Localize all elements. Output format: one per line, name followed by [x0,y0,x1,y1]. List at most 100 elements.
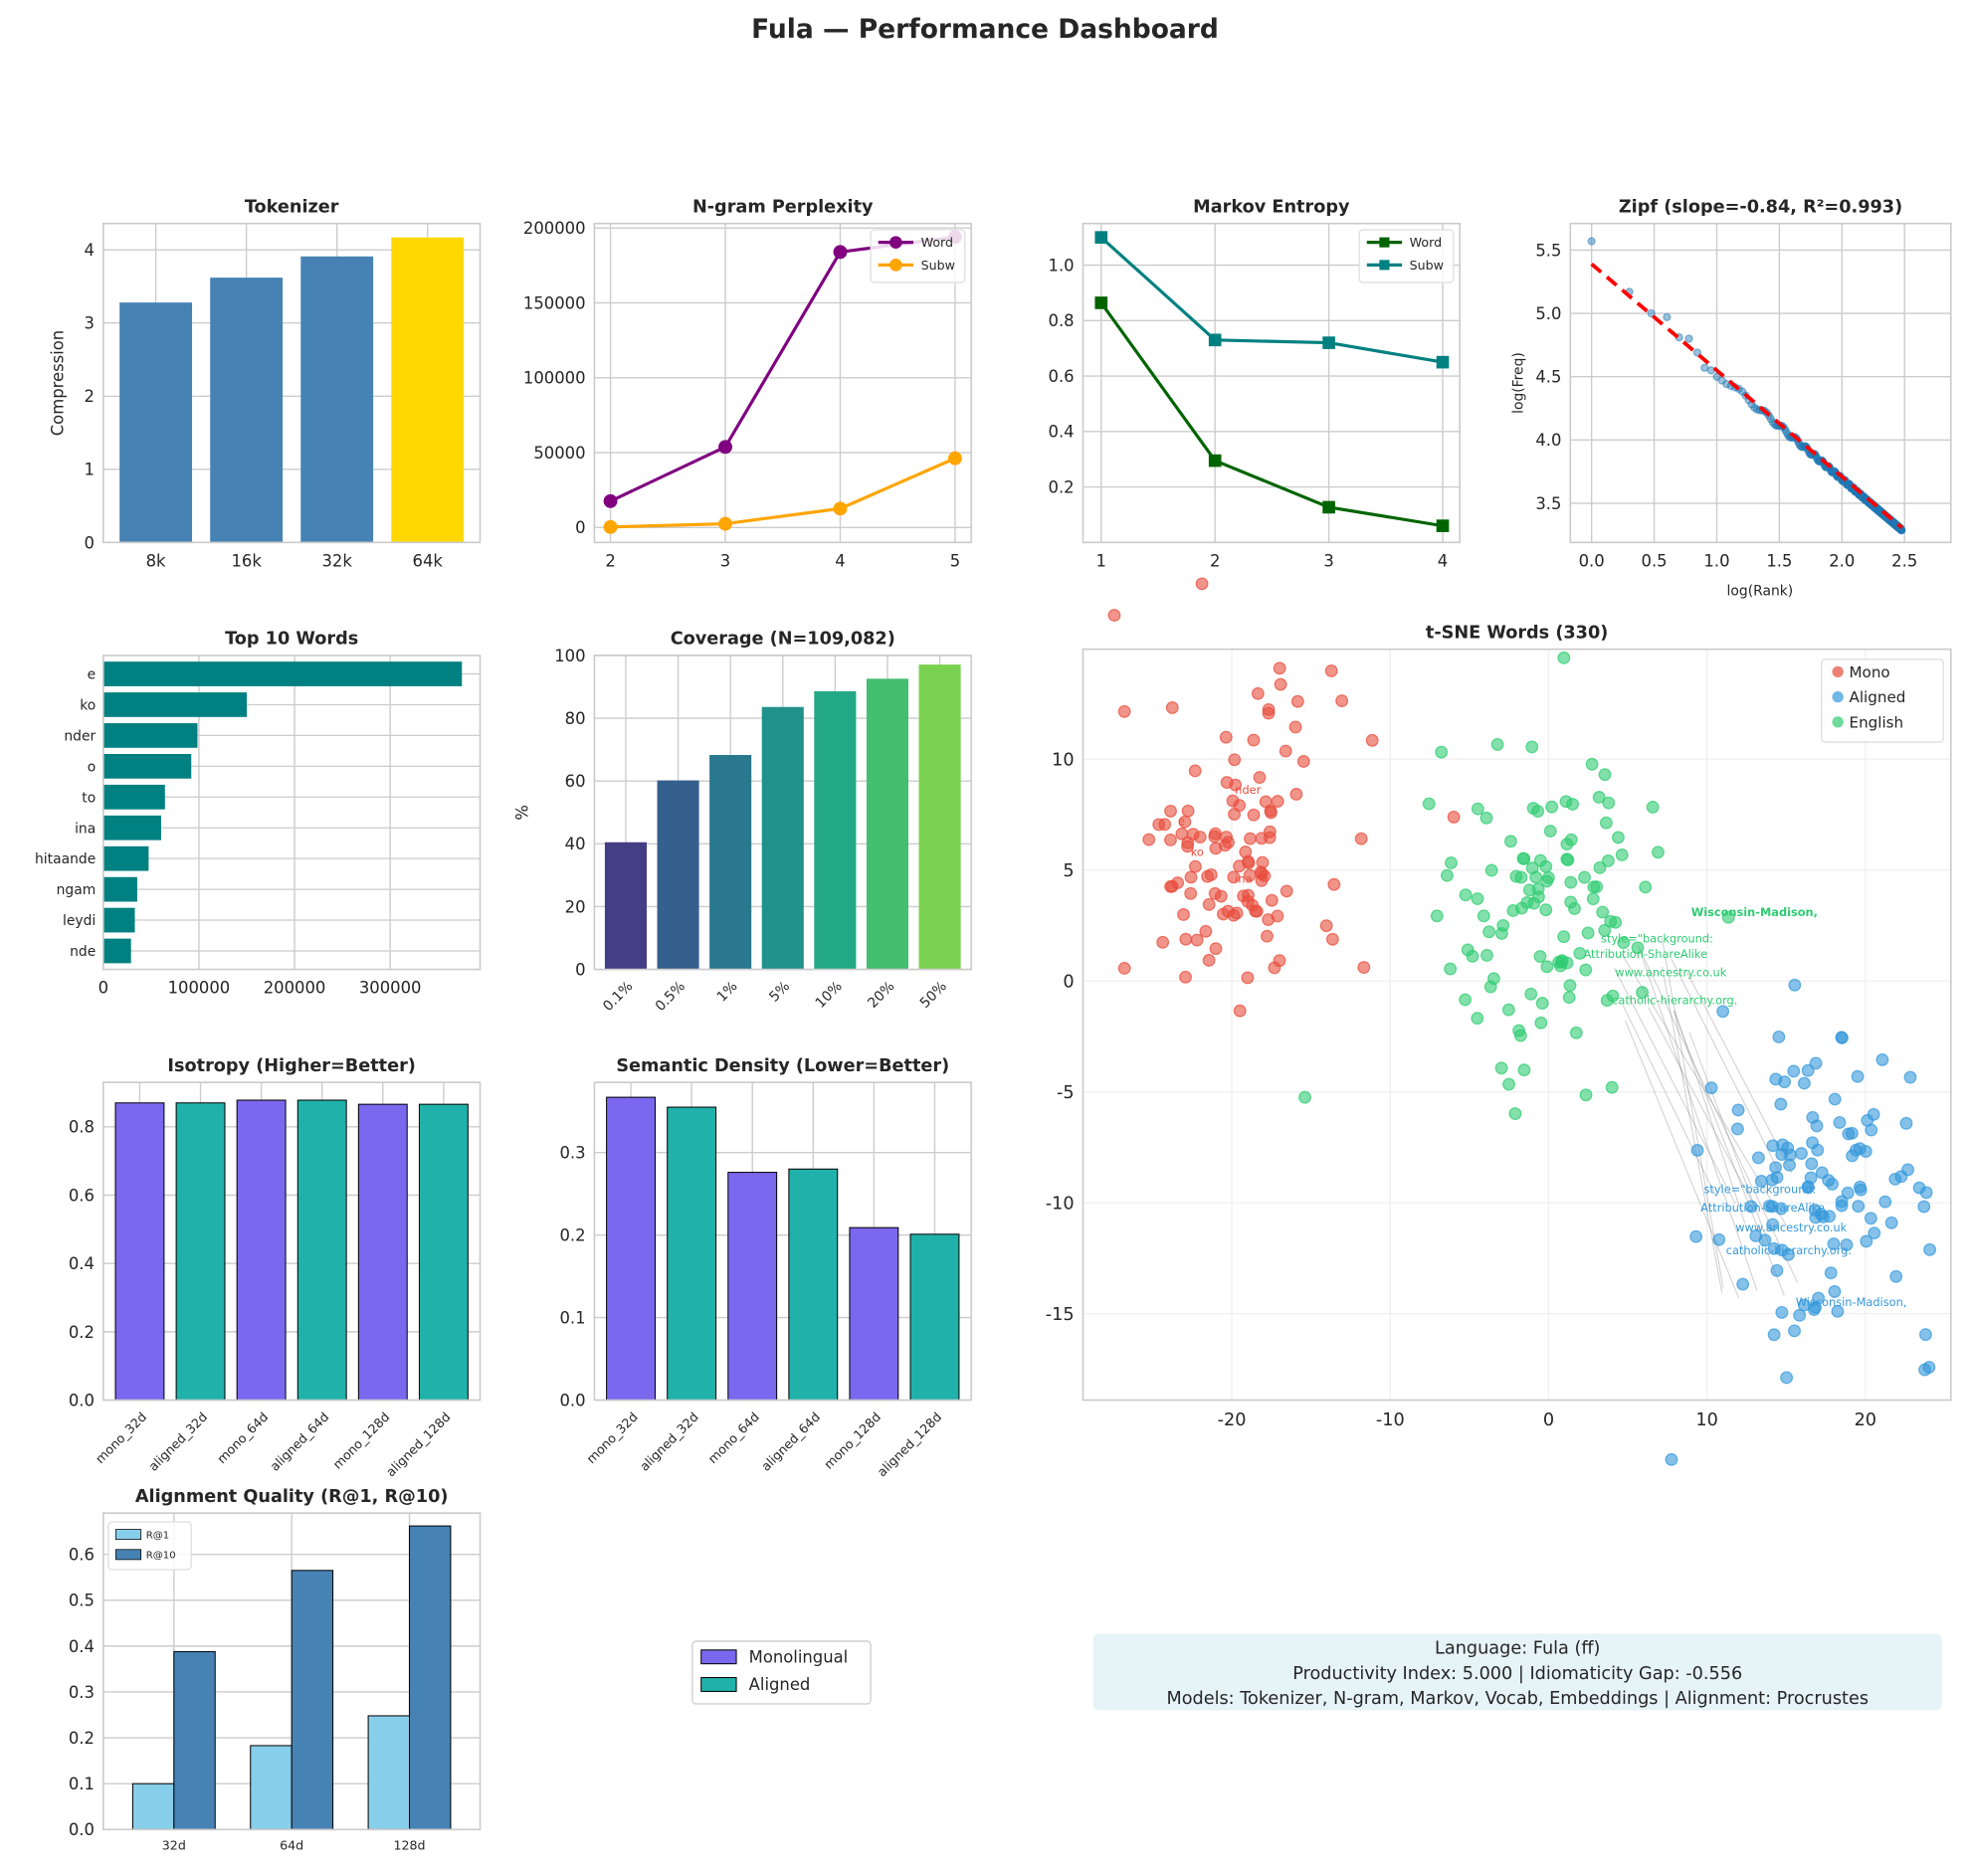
tsne-point-mono [1117,961,1131,975]
bar-R@10 [409,1525,452,1830]
data-point [1322,336,1335,349]
tsne-point-english [1560,838,1574,851]
x-tick-label: 4 [1438,551,1448,570]
zipf-point [1692,348,1702,357]
tsne-point-mono [1142,833,1156,846]
tsne-point-mono [1255,832,1269,845]
tsne-point-english [1601,854,1615,867]
tsne-point-english [1534,1016,1548,1030]
bar-mono_64d [727,1172,778,1402]
tsne-point-english [1598,923,1612,937]
y-tick-label: 0.8 [69,1118,95,1137]
tsne-point-mono [1239,845,1253,858]
y-tick-label: 5.0 [1535,304,1561,323]
tsne-point-aligned [1861,1113,1874,1127]
y-tick-label: 0.5 [69,1592,95,1610]
info-line: Productivity Index: 5.000 | Idiomaticity… [1292,1664,1742,1684]
tsne-point-english [1604,914,1618,928]
legend: Word Subw [1358,229,1455,283]
axes-frame [593,655,972,971]
tsne-point-aligned [1736,1277,1750,1291]
legend-swatch [115,1549,142,1561]
y-tick-label: 0.0 [559,1391,585,1409]
bar-16k [210,278,284,543]
tsne-point-mono [1152,818,1166,832]
legend-marker [889,259,902,272]
data-point [718,516,732,531]
tsne-point-aligned [1810,1119,1824,1133]
tsne-point-mono [1254,865,1268,879]
legend-label: Aligned [749,1675,811,1694]
tokenizer-chart: Tokenizer 0 1 2 3 4 8k 16k 32k 64k Compression [48,197,482,570]
tsne-point-aligned [1828,1092,1842,1106]
axes-frame [1082,222,1462,544]
plot-area [102,1082,481,1401]
tsne-point-english [1479,811,1493,825]
x-tick-label: aligned_64d [758,1409,823,1474]
bar-8k [119,302,193,543]
tsne-point-english [1525,740,1539,754]
legend-label: Mono [1850,663,1890,681]
chart-title: Zipf (slope=-0.84, R²=0.993) [1619,197,1902,217]
tsne-point-english [1617,936,1631,950]
tsne-point-aligned [1774,1202,1788,1216]
chart-title: Top 10 Words [225,630,358,650]
legend-marker [1379,237,1390,248]
tsne-point-aligned [1801,1063,1815,1077]
tsne-point-mono [1199,924,1213,938]
tsne-point-aligned [1822,1174,1836,1188]
tsne-point-aligned [1923,1242,1937,1256]
zipf-point [1684,334,1693,343]
point-annotation: catholic-hierarchy.org. [1612,993,1737,1007]
x-tick-label: mono_64d [214,1409,271,1466]
tsne-point-english [1502,1077,1515,1091]
y-tick-label: 0.6 [1049,367,1075,386]
x-tick-label: 2.0 [1829,551,1855,570]
y-tick-label: 0.2 [69,1323,95,1342]
y-tick-label: 4.0 [1535,431,1561,450]
tsne-point-aligned [1853,1180,1867,1194]
x-tick-label: 64k [413,551,444,570]
tsne-point-aligned [1903,1070,1917,1084]
tsne-point-mono [1263,825,1277,839]
tsne-point-english [1459,888,1473,902]
y-tick-label: -5 [1057,1083,1075,1103]
alignment-link [1684,969,1793,1174]
coverage-chart: Coverage (N=109,082) 0 20 40 60 80 100 0.1% 0.5%… [512,630,972,1015]
info-box: Language: Fula (ff) Productivity Index: 5… [1092,1633,1942,1711]
tsne-point-english [1573,946,1587,960]
tsne-point-mono [1335,694,1349,708]
tsne-point-mono [1296,755,1310,768]
tsne-point-aligned [1781,1141,1795,1155]
tsne-point-aligned [1795,1147,1808,1160]
bar-hitaande [102,845,149,871]
x-tick-label: 50% [917,979,950,1012]
legend-label: Subw [921,258,955,273]
tsne-point-aligned [1744,1200,1758,1214]
data-point [1094,296,1108,309]
y-tick-label: 0.2 [69,1729,95,1748]
tsne-point-aligned [1665,1452,1678,1466]
bar-ko [102,692,247,717]
y-tick-label: 40 [565,835,586,853]
tsne-point-mono [1319,919,1333,933]
plot-area [594,1082,972,1401]
bar-aligned_32d [175,1102,226,1402]
alignment-link [1625,1021,1740,1299]
axes-frame [101,222,482,544]
tsne-point-english [1605,1080,1619,1094]
tsne-point-english [1545,800,1559,814]
tsne-point-english [1480,948,1493,962]
bar-ngam [102,876,137,902]
point-annotation: style="background: [1703,1183,1816,1197]
tsne-point-mono [1324,664,1338,677]
point-annotation: Attribution-ShareAlike [1583,947,1707,961]
tsne-point-mono [1274,677,1287,691]
x-tick-label: 20 [1855,1410,1876,1430]
y-tick-label: -15 [1046,1305,1075,1325]
x-tick-label: mono_32d [583,1409,640,1466]
tsne-point-mono [1175,827,1189,841]
tsne-point-aligned [1878,1195,1892,1209]
tsne-point-mono [1179,970,1192,984]
